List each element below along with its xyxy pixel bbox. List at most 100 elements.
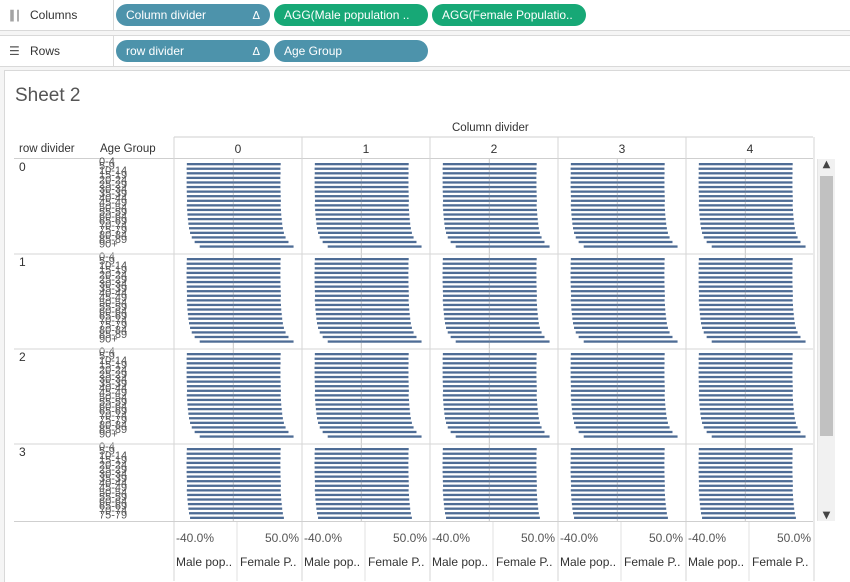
vertical-scrollbar[interactable]: ▲ ▼ (817, 159, 835, 521)
male-bar (314, 457, 362, 460)
male-bar (442, 172, 490, 175)
female-bar (489, 267, 537, 270)
male-bar (315, 294, 362, 297)
male-bar (571, 213, 618, 216)
female-population-pill[interactable]: AGG(Female Populatio.. (432, 4, 586, 26)
male-bar (699, 407, 746, 411)
age-group-pill[interactable]: Age Group (274, 40, 428, 62)
female-bar (361, 285, 409, 288)
female-bar (617, 502, 666, 506)
female-bar (745, 236, 798, 239)
scroll-up-icon[interactable]: ▲ (822, 159, 831, 170)
female-bar (489, 430, 545, 434)
female-bar (361, 489, 409, 492)
female-bar (361, 280, 409, 284)
measure-label: Female P.. (752, 555, 808, 569)
female-bar (617, 290, 665, 293)
male-bar (443, 389, 490, 392)
female-bar (233, 466, 281, 469)
male-bar (315, 303, 362, 307)
female-bar (361, 190, 409, 193)
male-bar (699, 213, 746, 216)
male-bar (571, 208, 618, 212)
male-bar (187, 493, 234, 497)
female-bar (489, 280, 537, 284)
male-bar (314, 176, 362, 180)
male-bar (186, 258, 234, 261)
age-group-label: 35-39 (99, 378, 127, 390)
age-group-header[interactable]: Age Group (100, 143, 156, 155)
female-bar (489, 317, 539, 320)
male-bar (314, 262, 362, 265)
male-bar (699, 199, 746, 202)
female-bar (361, 163, 409, 166)
female-bar (361, 452, 409, 455)
age-group-label: 45-49 (99, 197, 127, 209)
female-bar (361, 204, 409, 207)
male-bar (314, 394, 362, 397)
scroll-thumb[interactable] (820, 176, 833, 436)
female-bar (745, 421, 796, 424)
male-bar (570, 371, 618, 374)
female-bar (745, 240, 801, 244)
measure-label: Male pop.. (560, 555, 616, 569)
female-bar (361, 231, 412, 234)
male-bar (574, 231, 618, 234)
female-bar (489, 204, 537, 207)
female-bar (233, 366, 281, 370)
female-bar (233, 303, 281, 307)
male-bar (698, 448, 746, 451)
female-bar (745, 280, 793, 284)
female-bar (617, 480, 665, 483)
male-bar (442, 167, 490, 170)
male-bar (314, 489, 362, 492)
axis-tick-label: -40.0% (688, 531, 726, 545)
age-group-label: 55-59 (99, 301, 127, 313)
male-bar (447, 331, 490, 334)
female-bar (617, 394, 665, 397)
male-bar (314, 385, 362, 388)
female-bar (617, 213, 666, 216)
female-bar (745, 303, 793, 307)
female-bar (489, 466, 537, 469)
female-bar (233, 380, 281, 383)
male-population-pill[interactable]: AGG(Male population .. (274, 4, 428, 26)
female-bar (233, 290, 281, 293)
female-bar (233, 285, 281, 288)
column-divider-pill[interactable]: Column divider Δ (116, 4, 270, 26)
female-bar (361, 362, 409, 365)
row-divider-header[interactable]: row divider (19, 143, 75, 155)
male-bar (572, 507, 618, 510)
row-divider-pill[interactable]: row divider Δ (116, 40, 270, 62)
age-group-label: 55-59 (99, 206, 127, 218)
female-bar (233, 512, 283, 515)
male-bar (186, 366, 234, 370)
male-bar (702, 231, 746, 234)
female-bar (361, 385, 409, 388)
male-bar (443, 308, 490, 311)
male-bar (442, 299, 490, 302)
male-bar (315, 498, 362, 501)
male-bar (443, 484, 490, 487)
male-bar (698, 258, 746, 261)
female-bar (233, 326, 284, 329)
female-bar (361, 426, 414, 429)
female-bar (745, 312, 794, 316)
male-bar (186, 267, 234, 270)
female-bar (361, 240, 417, 244)
female-bar (489, 489, 537, 492)
female-bar (361, 448, 409, 451)
scroll-down-icon[interactable]: ▼ (822, 510, 831, 521)
male-bar (186, 280, 234, 284)
male-bar (186, 290, 234, 293)
male-bar (443, 217, 490, 221)
male-bar (316, 507, 362, 510)
female-bar (489, 231, 540, 234)
male-bar (186, 461, 234, 465)
female-bar (617, 435, 678, 438)
female-bar (361, 498, 410, 501)
female-bar (233, 176, 281, 180)
female-bar (745, 176, 793, 180)
female-bar (233, 190, 281, 193)
measure-label: Male pop.. (304, 555, 360, 569)
